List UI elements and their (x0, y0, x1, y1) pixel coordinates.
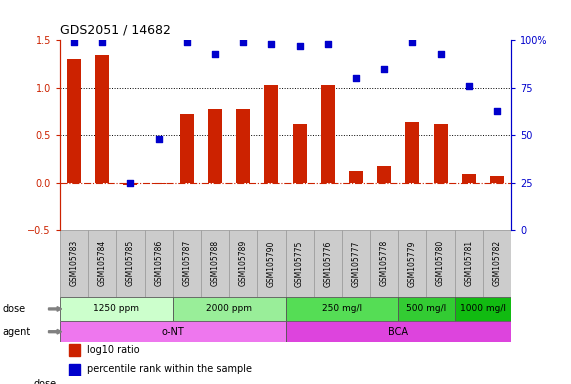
Bar (95, 55, 109, 183)
Bar (180, 114, 194, 183)
Bar (455, 296, 511, 321)
Bar (483, 230, 511, 296)
Text: BCA: BCA (388, 327, 408, 337)
Bar (321, 85, 335, 183)
Bar (151, 183, 166, 184)
Text: GSM105781: GSM105781 (464, 240, 473, 286)
Text: 250 mg/l: 250 mg/l (322, 305, 362, 313)
Text: GSM105779: GSM105779 (408, 240, 417, 286)
Point (436, 51, 445, 57)
Bar (123, 183, 138, 185)
Text: 1250 ppm: 1250 ppm (93, 305, 139, 313)
Text: 2000 ppm: 2000 ppm (206, 305, 252, 313)
Point (154, 136, 163, 142)
Bar (342, 230, 370, 296)
Bar (236, 109, 250, 183)
Point (380, 66, 389, 72)
Bar (405, 122, 420, 183)
Bar (69, 364, 81, 376)
Bar (433, 124, 448, 183)
Bar (67, 59, 81, 183)
Bar (60, 230, 88, 296)
Text: GSM105788: GSM105788 (211, 240, 219, 286)
Bar (427, 230, 455, 296)
Point (408, 39, 417, 45)
Bar (377, 166, 391, 183)
Bar (201, 230, 229, 296)
Text: GDS2051 / 14682: GDS2051 / 14682 (60, 23, 171, 36)
Point (267, 41, 276, 47)
Text: GSM105780: GSM105780 (436, 240, 445, 286)
Bar (399, 230, 427, 296)
Bar (88, 230, 116, 296)
Text: o-NT: o-NT (162, 327, 184, 337)
Point (295, 43, 304, 49)
Point (70, 39, 79, 45)
Text: GSM105782: GSM105782 (492, 240, 501, 286)
Point (351, 75, 360, 81)
Bar (116, 230, 144, 296)
Bar (264, 85, 279, 183)
Text: GSM105776: GSM105776 (323, 240, 332, 286)
Point (239, 39, 248, 45)
Bar (292, 124, 307, 183)
Text: GSM105775: GSM105775 (295, 240, 304, 286)
Bar (208, 109, 222, 183)
Text: GSM105786: GSM105786 (154, 240, 163, 286)
Point (126, 180, 135, 186)
Bar (370, 230, 399, 296)
Text: dose: dose (34, 379, 57, 384)
Text: agent: agent (3, 327, 31, 337)
Bar (173, 230, 201, 296)
Text: 500 mg/l: 500 mg/l (407, 305, 447, 313)
Bar (173, 296, 286, 321)
Text: GSM105784: GSM105784 (98, 240, 107, 286)
Text: GSM105778: GSM105778 (380, 240, 389, 286)
Bar (60, 296, 173, 321)
Bar (60, 321, 286, 342)
Bar (144, 230, 173, 296)
Bar (399, 296, 455, 321)
Text: GSM105783: GSM105783 (70, 240, 79, 286)
Text: 1000 mg/l: 1000 mg/l (460, 305, 506, 313)
Text: GSM105777: GSM105777 (352, 240, 360, 286)
Text: GSM105789: GSM105789 (239, 240, 248, 286)
Text: GSM105787: GSM105787 (182, 240, 191, 286)
Bar (258, 230, 286, 296)
Text: percentile rank within the sample: percentile rank within the sample (87, 364, 252, 374)
Bar (286, 230, 313, 296)
Point (492, 108, 501, 114)
Bar (462, 174, 476, 183)
Text: log10 ratio: log10 ratio (87, 345, 140, 355)
Point (323, 41, 332, 47)
Point (211, 51, 220, 57)
Bar (455, 230, 483, 296)
Bar (286, 321, 511, 342)
Bar (313, 230, 342, 296)
Bar (349, 171, 363, 183)
Bar (286, 296, 399, 321)
Bar (69, 344, 81, 356)
Point (464, 83, 473, 89)
Text: GSM105790: GSM105790 (267, 240, 276, 286)
Bar (490, 176, 504, 183)
Point (182, 39, 191, 45)
Point (98, 39, 107, 45)
Text: GSM105785: GSM105785 (126, 240, 135, 286)
Text: dose: dose (3, 304, 26, 314)
Bar (229, 230, 258, 296)
